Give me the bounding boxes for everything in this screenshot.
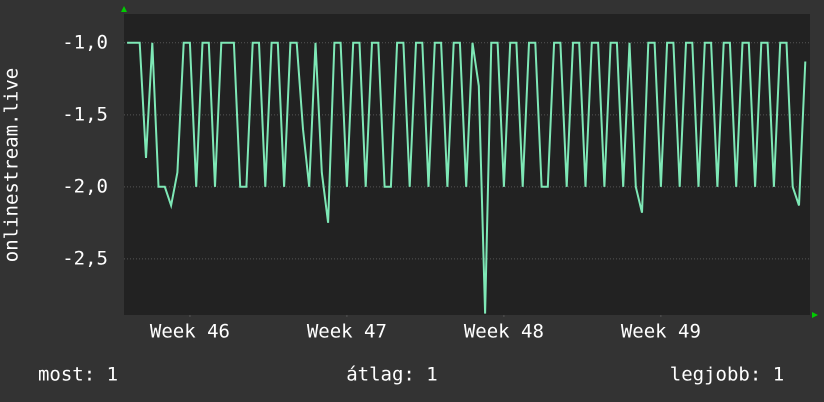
footer-stat: átlag: 1 (346, 364, 438, 386)
x-tick-label: Week 49 (621, 321, 701, 343)
y-tick-label: -2,0 (62, 175, 108, 197)
footer-stat: legjobb: 1 (670, 364, 784, 386)
data-line (127, 41, 807, 314)
x-tick-label: Week 46 (150, 321, 230, 343)
x-tick-label: Week 47 (307, 321, 387, 343)
y-tick-label: -1,0 (62, 31, 108, 53)
y-tick-label: -2,5 (62, 247, 108, 269)
x-tick-label: Week 48 (464, 321, 544, 343)
axis-arrow (121, 6, 127, 12)
footer-stat: most: 1 (38, 364, 118, 386)
y-tick-label: -1,5 (62, 103, 108, 125)
axis-arrow (812, 312, 818, 318)
y-axis-title: onlinestream.live (1, 68, 23, 262)
